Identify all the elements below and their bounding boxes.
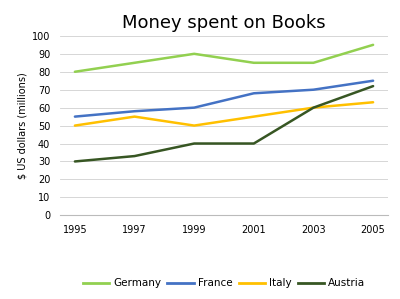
Y-axis label: $ US dollars (millions): $ US dollars (millions): [18, 72, 28, 179]
Legend: Germany, France, Italy, Austria: Germany, France, Italy, Austria: [79, 274, 369, 293]
Title: Money spent on Books: Money spent on Books: [122, 13, 326, 32]
